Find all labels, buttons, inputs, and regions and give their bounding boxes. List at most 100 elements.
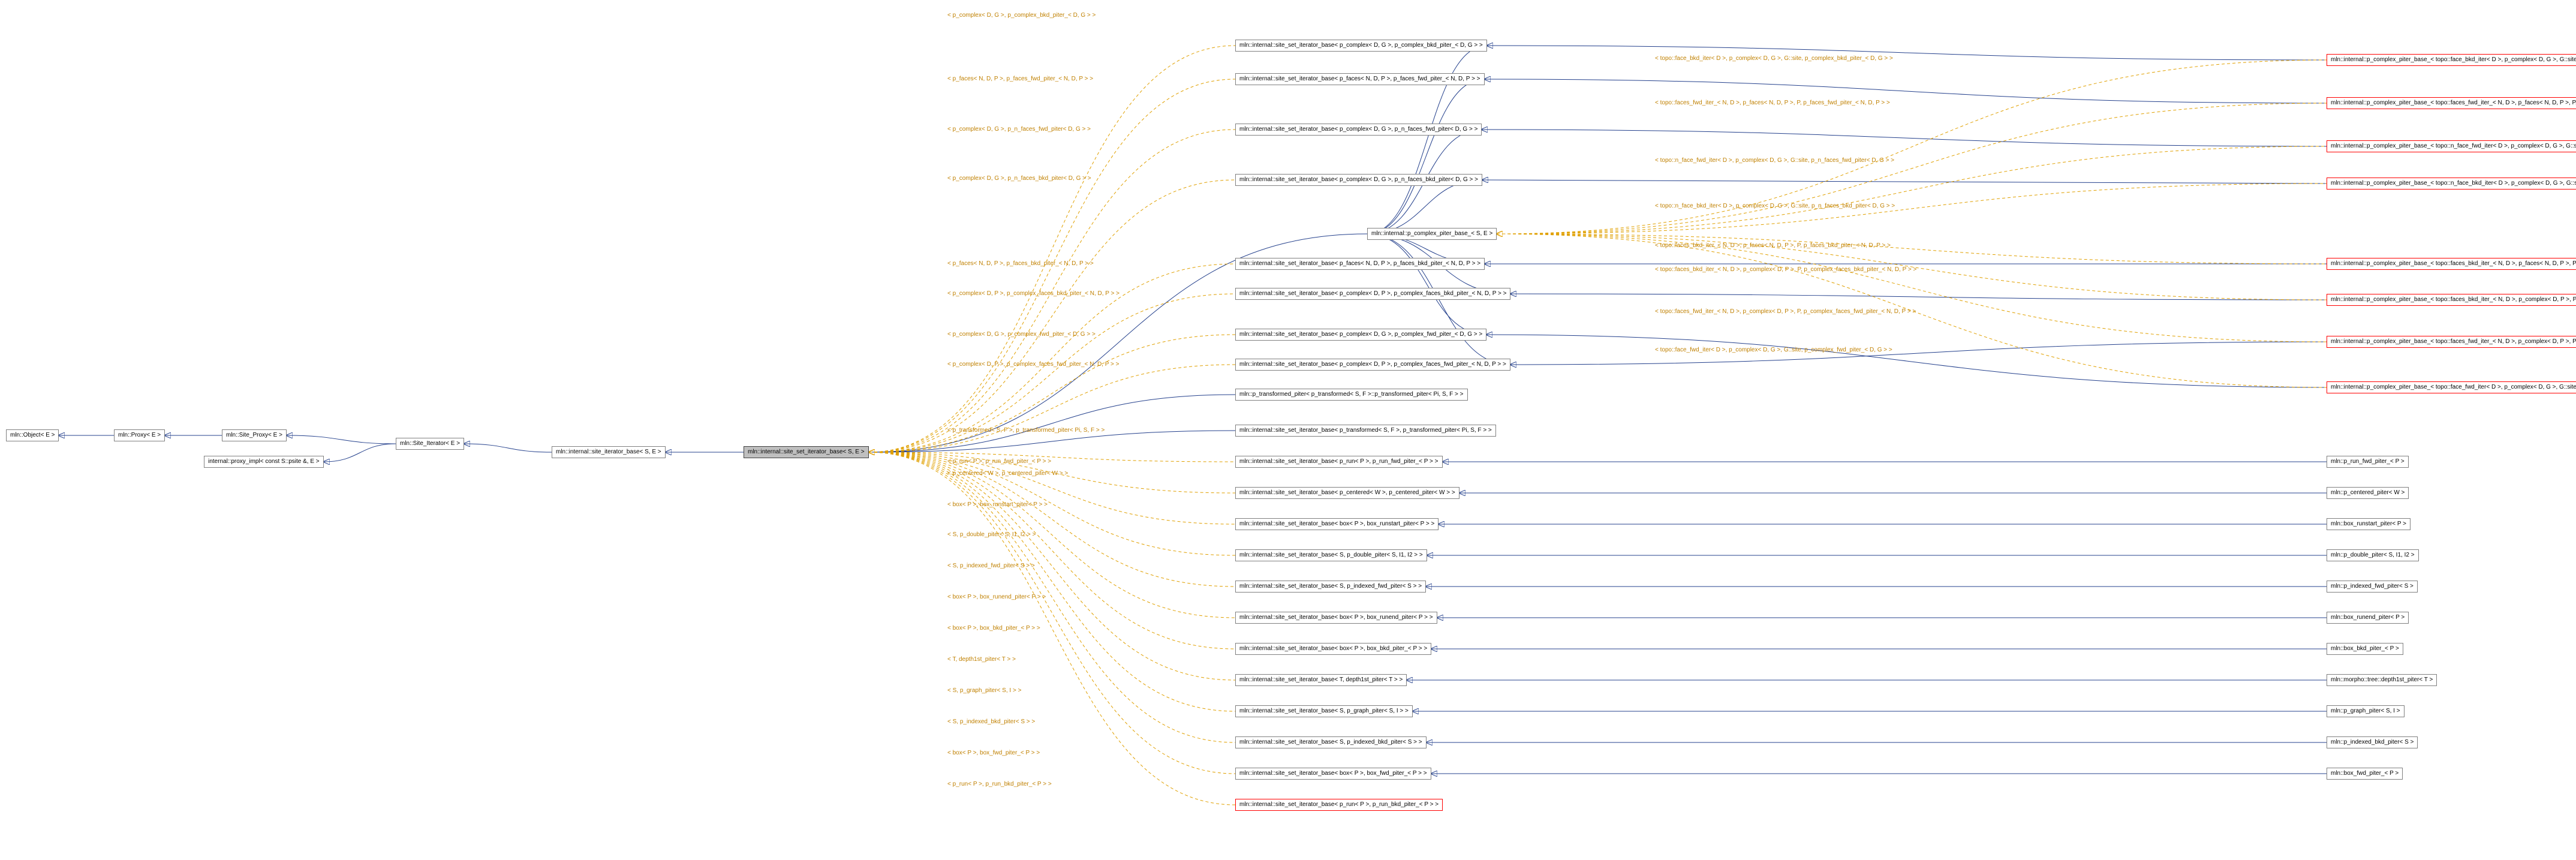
class-node[interactable]: mln::internal::site_set_iterator_base< S… bbox=[744, 446, 869, 458]
class-node[interactable]: mln::internal::site_set_iterator_base< p… bbox=[1235, 124, 1482, 136]
template-args-label: < box< P >, box_fwd_piter_< P > > bbox=[947, 750, 1040, 756]
template-args-label: < box< P >, box_bkd_piter_< P > > bbox=[947, 625, 1040, 632]
class-node[interactable]: mln::internal::site_set_iterator_base< p… bbox=[1235, 799, 1443, 811]
template-args-label: < topo::faces_fwd_iter_< N, D >, p_faces… bbox=[1655, 100, 1890, 106]
template-args-label: < topo::faces_fwd_iter_< N, D >, p_compl… bbox=[1655, 308, 1916, 315]
class-node[interactable]: mln::internal::p_complex_piter_base_< to… bbox=[2327, 178, 2576, 190]
class-node[interactable]: mln::box_bkd_piter_< P > bbox=[2327, 643, 2403, 655]
template-args-label: < p_complex< D, G >, p_complex_fwd_piter… bbox=[947, 331, 1096, 338]
template-instance-edge bbox=[1497, 184, 2327, 234]
class-node[interactable]: mln::box_runend_piter< P > bbox=[2327, 612, 2409, 624]
template-instance-edge bbox=[869, 365, 1235, 452]
class-node[interactable]: internal::proxy_impl< const S::psite &, … bbox=[204, 456, 324, 468]
class-node[interactable]: mln::p_indexed_bkd_piter< S > bbox=[2327, 736, 2418, 748]
class-node[interactable]: mln::Proxy< E > bbox=[114, 429, 165, 441]
class-node[interactable]: mln::internal::p_complex_piter_base_< to… bbox=[2327, 294, 2576, 306]
inheritance-edge bbox=[287, 435, 396, 444]
class-node[interactable]: mln::internal::site_set_iterator_base< T… bbox=[1235, 674, 1407, 686]
class-node[interactable]: mln::p_centered_piter< W > bbox=[2327, 487, 2409, 499]
class-node[interactable]: mln::internal::site_set_iterator_base< p… bbox=[1235, 73, 1485, 85]
class-node[interactable]: mln::internal::site_set_iterator_base< b… bbox=[1235, 768, 1431, 780]
template-instance-edge bbox=[1497, 146, 2327, 234]
template-instance-edge bbox=[869, 46, 1235, 452]
inheritance-edge bbox=[324, 444, 396, 462]
template-args-label: < p_complex< D, P >, p_complex_faces_fwd… bbox=[947, 361, 1119, 368]
template-instance-edge bbox=[869, 452, 1235, 462]
template-args-label: < topo::faces_bkd_iter_< N, D >, p_faces… bbox=[1655, 242, 1891, 249]
template-args-label: < S, p_double_piter< S, I1, I2 > > bbox=[947, 531, 1036, 538]
inheritance-edge bbox=[464, 444, 552, 452]
class-node[interactable]: mln::p_transformed_piter< p_transformed<… bbox=[1235, 389, 1468, 401]
template-args-label: < box< P >, box_runstart_piter< P > > bbox=[947, 501, 1048, 508]
template-args-label: < p_complex< D, P >, p_complex_faces_bkd… bbox=[947, 290, 1120, 297]
template-instance-edge bbox=[869, 452, 1235, 649]
template-instance-edge bbox=[1497, 234, 2327, 264]
class-node[interactable]: mln::internal::site_iterator_base< S, E … bbox=[552, 446, 666, 458]
template-args-label: < topo::face_bkd_iter< D >, p_complex< D… bbox=[1655, 55, 1893, 62]
class-node[interactable]: mln::internal::p_complex_piter_base_< to… bbox=[2327, 97, 2576, 109]
class-node[interactable]: mln::p_run_fwd_piter_< P > bbox=[2327, 456, 2409, 468]
template-instance-edge bbox=[869, 335, 1235, 452]
class-node[interactable]: mln::Site_Proxy< E > bbox=[222, 429, 287, 441]
template-args-label: < p_complex< D, G >, p_complex_bkd_piter… bbox=[947, 12, 1096, 19]
class-node[interactable]: mln::box_fwd_piter_< P > bbox=[2327, 768, 2403, 780]
class-node[interactable]: mln::internal::site_set_iterator_base< p… bbox=[1235, 258, 1485, 270]
inheritance-edge bbox=[1482, 180, 2327, 184]
class-node[interactable]: mln::internal::site_set_iterator_base< p… bbox=[1235, 40, 1487, 52]
template-instance-edge bbox=[869, 452, 1235, 555]
class-node[interactable]: mln::internal::site_set_iterator_base< S… bbox=[1235, 581, 1426, 593]
class-node[interactable]: mln::internal::site_set_iterator_base< p… bbox=[1235, 456, 1443, 468]
inheritance-edge bbox=[1367, 180, 1482, 234]
template-instance-edge bbox=[869, 452, 1235, 774]
class-node[interactable]: mln::morpho::tree::depth1st_piter< T > bbox=[2327, 674, 2437, 686]
template-instance-edge bbox=[869, 452, 1235, 524]
class-node[interactable]: mln::p_double_piter< S, I1, I2 > bbox=[2327, 549, 2419, 561]
class-node[interactable]: mln::internal::site_set_iterator_base< b… bbox=[1235, 643, 1431, 655]
inheritance-edge bbox=[1482, 130, 2327, 146]
class-node[interactable]: mln::internal::p_complex_piter_base_< to… bbox=[2327, 336, 2576, 348]
template-args-label: < topo::face_fwd_iter< D >, p_complex< D… bbox=[1655, 347, 1892, 353]
inheritance-edge bbox=[1487, 46, 2327, 60]
template-instance-edge bbox=[869, 452, 1235, 742]
inheritance-edge bbox=[1510, 294, 2327, 300]
template-args-label: < p_centered< W >, p_centered_piter< W >… bbox=[947, 470, 1068, 477]
inheritance-edge bbox=[1367, 79, 1485, 234]
template-args-label: < p_complex< D, G >, p_n_faces_fwd_piter… bbox=[947, 126, 1091, 133]
inheritance-edge bbox=[1485, 79, 2327, 103]
class-node[interactable]: mln::Site_Iterator< E > bbox=[396, 438, 464, 450]
class-node[interactable]: mln::box_runstart_piter< P > bbox=[2327, 518, 2411, 530]
inheritance-edge bbox=[1367, 234, 1486, 335]
class-node[interactable]: mln::internal::site_set_iterator_base< p… bbox=[1235, 487, 1459, 499]
class-node[interactable]: mln::internal::p_complex_piter_base_< to… bbox=[2327, 381, 2576, 393]
template-instance-edge bbox=[1497, 234, 2327, 342]
template-instance-edge bbox=[869, 452, 1235, 711]
inheritance-edge bbox=[1510, 342, 2327, 365]
class-node[interactable]: mln::internal::p_complex_piter_base_< to… bbox=[2327, 258, 2576, 270]
template-args-label: < p_faces< N, D, P >, p_faces_bkd_piter_… bbox=[947, 260, 1094, 267]
inheritance-edge bbox=[869, 431, 1235, 452]
diagram-canvas: mln::Object< E >mln::Proxy< E >mln::Site… bbox=[0, 0, 2576, 860]
class-node[interactable]: mln::internal::site_set_iterator_base< p… bbox=[1235, 288, 1510, 300]
class-node[interactable]: mln::internal::site_set_iterator_base< b… bbox=[1235, 612, 1437, 624]
template-args-label: < S, p_graph_piter< S, I > > bbox=[947, 687, 1021, 694]
inheritance-edge bbox=[869, 395, 1235, 452]
class-node[interactable]: mln::internal::site_set_iterator_base< p… bbox=[1235, 359, 1510, 371]
template-instance-edge bbox=[869, 452, 1235, 680]
class-node[interactable]: mln::internal::site_set_iterator_base< S… bbox=[1235, 549, 1427, 561]
class-node[interactable]: mln::internal::site_set_iterator_base< S… bbox=[1235, 736, 1427, 748]
template-args-label: < p_faces< N, D, P >, p_faces_fwd_piter_… bbox=[947, 76, 1093, 82]
class-node[interactable]: mln::internal::p_complex_piter_base_< to… bbox=[2327, 140, 2576, 152]
class-node[interactable]: mln::internal::site_set_iterator_base< p… bbox=[1235, 329, 1486, 341]
class-node[interactable]: mln::internal::p_complex_piter_base_< S,… bbox=[1367, 228, 1497, 240]
class-node[interactable]: mln::internal::site_set_iterator_base< b… bbox=[1235, 518, 1439, 530]
class-node[interactable]: mln::internal::p_complex_piter_base_< to… bbox=[2327, 54, 2576, 66]
class-node[interactable]: mln::internal::site_set_iterator_base< S… bbox=[1235, 705, 1413, 717]
class-node[interactable]: mln::internal::site_set_iterator_base< p… bbox=[1235, 174, 1482, 186]
class-node[interactable]: mln::p_indexed_fwd_piter< S > bbox=[2327, 581, 2418, 593]
class-node[interactable]: mln::Object< E > bbox=[6, 429, 59, 441]
template-args-label: < topo::n_face_fwd_iter< D >, p_complex<… bbox=[1655, 157, 1894, 164]
template-args-label: < T, depth1st_piter< T > > bbox=[947, 656, 1016, 663]
class-node[interactable]: mln::internal::site_set_iterator_base< p… bbox=[1235, 425, 1496, 437]
class-node[interactable]: mln::p_graph_piter< S, I > bbox=[2327, 705, 2405, 717]
template-args-label: < S, p_indexed_fwd_piter< S > > bbox=[947, 563, 1035, 569]
